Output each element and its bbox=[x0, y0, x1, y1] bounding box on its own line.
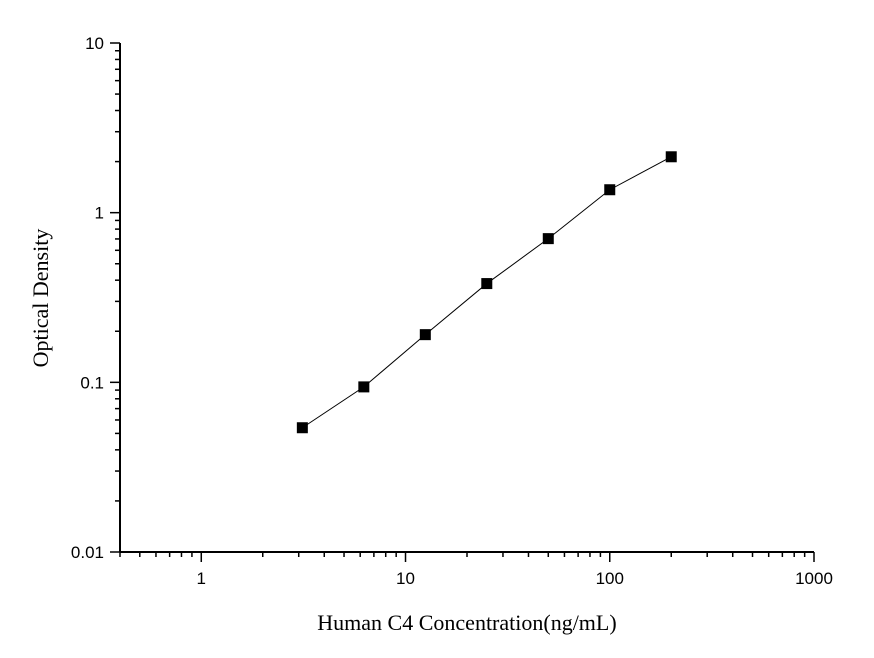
data-point bbox=[481, 278, 493, 290]
data-point bbox=[665, 151, 677, 163]
y-tick-label: 10 bbox=[85, 34, 104, 53]
x-tick-label: 100 bbox=[596, 569, 624, 588]
data-point bbox=[296, 422, 308, 434]
data-point bbox=[604, 184, 616, 196]
data-point bbox=[542, 233, 554, 245]
y-tick-label: 0.01 bbox=[71, 543, 104, 562]
x-tick-label: 1 bbox=[197, 569, 206, 588]
x-tick-label: 10 bbox=[396, 569, 415, 588]
series-line bbox=[302, 156, 672, 429]
data-point bbox=[419, 329, 431, 341]
y-tick-label: 1 bbox=[95, 204, 104, 223]
x-tick-label: 1000 bbox=[795, 569, 833, 588]
data-point bbox=[358, 381, 370, 393]
x-axis-label: Human C4 Concentration(ng/mL) bbox=[317, 610, 616, 635]
y-axis-label: Optical Density bbox=[28, 229, 53, 368]
y-tick-label: 0.1 bbox=[80, 373, 104, 392]
